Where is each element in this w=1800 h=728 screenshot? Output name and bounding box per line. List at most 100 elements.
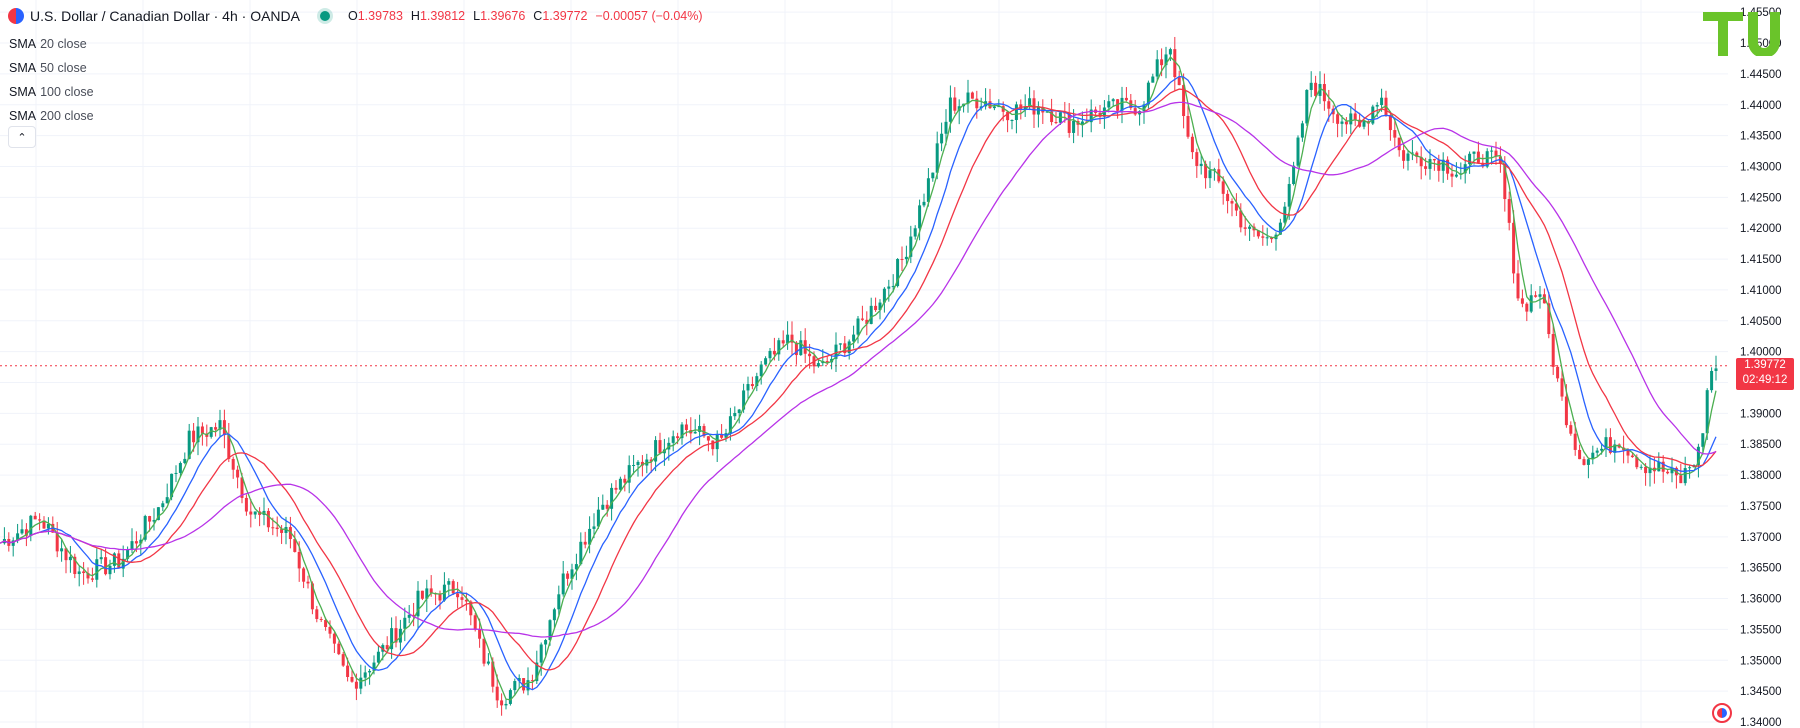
candle-body xyxy=(680,424,684,439)
candle-body xyxy=(1516,273,1520,299)
candle-body xyxy=(332,633,336,644)
sma-lines xyxy=(0,55,1717,701)
candle-body xyxy=(1494,150,1498,157)
candle-body xyxy=(1327,101,1331,109)
candle-body xyxy=(359,677,363,689)
collapse-legend-button[interactable]: ⌃ xyxy=(8,126,36,148)
candle-body xyxy=(1450,173,1454,177)
candle-body xyxy=(60,548,64,552)
candle-body xyxy=(266,510,270,528)
candle-body xyxy=(948,97,952,122)
candle-body xyxy=(909,236,913,257)
candle-body xyxy=(781,340,785,344)
candle-body xyxy=(1199,163,1203,166)
price-tick-label: 1.42000 xyxy=(1740,223,1782,235)
candle-body xyxy=(733,412,737,417)
candle-body xyxy=(55,532,59,552)
candle-body xyxy=(1582,459,1586,465)
price-tick-label: 1.36000 xyxy=(1740,594,1782,606)
candle-body xyxy=(1186,116,1190,137)
candle-body xyxy=(33,515,37,520)
candle-body xyxy=(1547,303,1551,335)
candle-body xyxy=(500,700,504,706)
candle-body xyxy=(1204,163,1208,179)
candle-body xyxy=(1573,433,1577,450)
candle-body xyxy=(935,143,939,173)
candle-body xyxy=(1006,111,1010,121)
candle-body xyxy=(249,511,253,515)
candle-body xyxy=(1410,152,1414,154)
candle-body xyxy=(601,504,605,510)
candle-body xyxy=(764,358,768,365)
price-tick-label: 1.42500 xyxy=(1740,192,1782,204)
candle-body xyxy=(618,478,622,490)
candle-body xyxy=(1635,457,1639,468)
candle-body xyxy=(768,350,772,359)
candle-body xyxy=(1419,156,1423,167)
indicator-name: SMA xyxy=(9,37,37,51)
candle-body xyxy=(438,594,442,601)
candle-body xyxy=(755,376,759,387)
candle-body xyxy=(174,472,178,474)
candle-body xyxy=(1028,98,1032,107)
candle-body xyxy=(931,172,935,179)
candle-body xyxy=(1164,54,1168,66)
indicator-name: SMA xyxy=(9,85,37,99)
currency-flag-icon[interactable] xyxy=(1712,703,1732,723)
candle-body xyxy=(112,553,116,566)
candle-body xyxy=(376,651,380,663)
indicator-sma-20[interactable]: SMA 20 close xyxy=(9,32,94,56)
candle-body xyxy=(1424,166,1428,169)
candle-body xyxy=(1371,106,1375,124)
candle-body xyxy=(1503,163,1507,200)
symbol-title[interactable]: U.S. Dollar / Canadian Dollar · 4h · OAN… xyxy=(30,8,300,24)
candle-body xyxy=(1432,159,1436,161)
candle-body xyxy=(1292,165,1296,185)
candle-body xyxy=(544,640,548,645)
candle-body xyxy=(491,661,495,687)
candle-body xyxy=(108,565,112,575)
candle-body xyxy=(570,569,574,579)
candle-body xyxy=(297,551,301,569)
candle-body xyxy=(627,465,631,483)
candle-body xyxy=(1173,49,1177,78)
candle-body xyxy=(746,384,750,391)
indicator-sma-100[interactable]: SMA 100 close xyxy=(9,80,94,104)
candle-body xyxy=(1630,455,1634,458)
candle-body xyxy=(1287,184,1291,207)
candle-body xyxy=(702,426,706,437)
candle-body xyxy=(517,678,521,682)
market-status-icon[interactable] xyxy=(320,11,330,21)
candle-body xyxy=(473,615,477,630)
candle-body xyxy=(1586,459,1590,465)
candle-body xyxy=(337,643,341,655)
candle-body xyxy=(302,568,306,582)
candle-body xyxy=(1344,121,1348,125)
candle-body xyxy=(1556,366,1560,379)
candle-body xyxy=(865,319,869,324)
currency-flag-icon[interactable] xyxy=(8,8,24,24)
close-value: 1.39772 xyxy=(542,9,588,23)
candle-body xyxy=(1626,450,1630,456)
indicator-sma-200[interactable]: SMA 200 close xyxy=(9,104,94,128)
candle-body xyxy=(372,662,376,671)
candle-body xyxy=(187,430,191,459)
candle-body xyxy=(227,435,231,459)
candle-body xyxy=(799,340,803,356)
candle-body xyxy=(1261,236,1265,238)
candle-body xyxy=(280,529,284,533)
candle-body xyxy=(1454,174,1458,177)
candle-body xyxy=(1072,120,1076,133)
indicator-sma-50[interactable]: SMA 50 close xyxy=(9,56,94,80)
candle-body xyxy=(1309,82,1313,90)
candle-body xyxy=(526,680,530,691)
candle-body xyxy=(148,516,152,522)
candle-body xyxy=(1441,159,1445,171)
candle-body xyxy=(693,431,697,434)
candle-body xyxy=(1666,471,1670,474)
candle-body xyxy=(1208,170,1212,179)
candle-body xyxy=(614,487,618,490)
candle-body xyxy=(1054,122,1058,124)
candle-body xyxy=(588,528,592,545)
